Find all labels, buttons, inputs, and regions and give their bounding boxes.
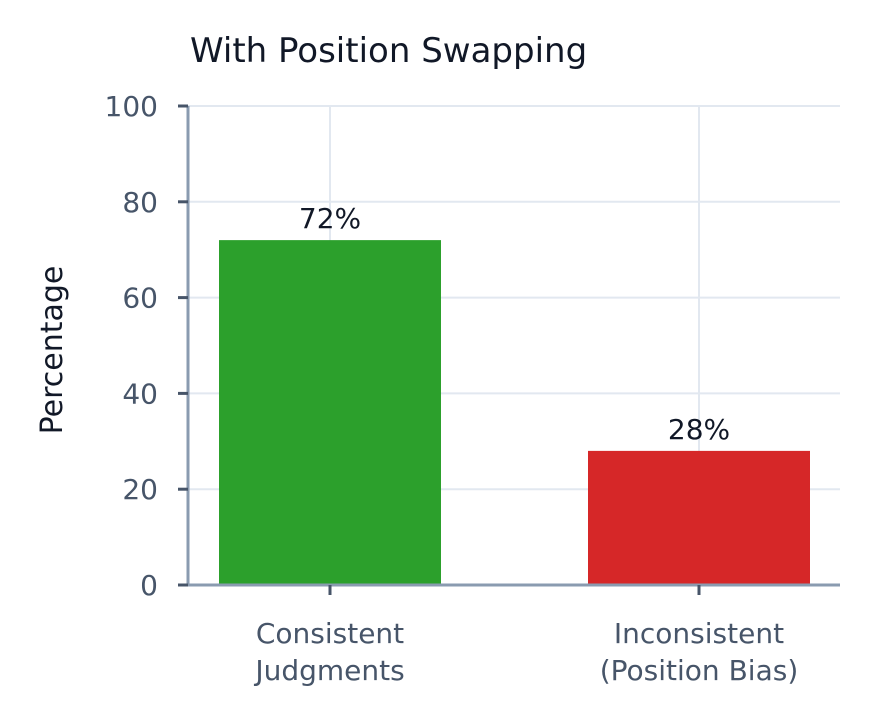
y-tick-label: 40 bbox=[122, 377, 158, 410]
bar-value-label: 72% bbox=[299, 202, 361, 235]
y-axis-label: Percentage bbox=[35, 266, 70, 435]
x-tick-label: (Position Bias) bbox=[600, 654, 799, 687]
x-tick-label: Judgments bbox=[253, 654, 404, 687]
bar-0 bbox=[219, 240, 441, 585]
data-labels: 72% 28% bbox=[299, 202, 730, 446]
x-tick-label: Inconsistent bbox=[614, 617, 784, 650]
y-tick-label: 0 bbox=[140, 569, 158, 602]
y-tick-label: 20 bbox=[122, 473, 158, 506]
x-axis-ticks: Consistent Judgments Inconsistent (Position… bbox=[253, 585, 798, 687]
y-tick-label: 100 bbox=[105, 90, 158, 123]
axes bbox=[186, 106, 840, 587]
y-tick-label: 60 bbox=[122, 282, 158, 315]
chart-title: With Position Swapping bbox=[190, 31, 587, 71]
bar-value-label: 28% bbox=[668, 413, 730, 446]
y-axis-ticks: 0 20 40 60 80 100 bbox=[105, 90, 188, 602]
y-tick-label: 80 bbox=[122, 186, 158, 219]
bar-1 bbox=[588, 450, 810, 585]
x-tick-label: Consistent bbox=[256, 617, 404, 650]
bars bbox=[219, 240, 810, 585]
